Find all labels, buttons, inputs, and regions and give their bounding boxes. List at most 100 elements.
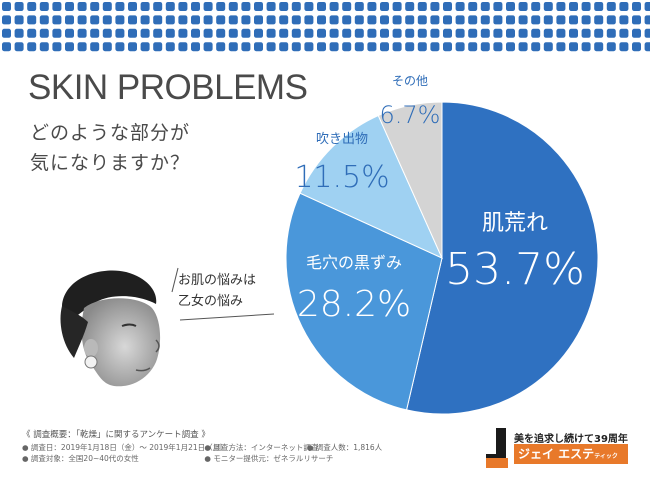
band-dot [581,28,591,38]
band-dot [304,15,314,25]
band-dot [102,42,112,52]
band-dot [39,42,49,52]
band-dot [329,15,339,25]
band-dot [102,2,112,11]
band-dot [241,42,251,52]
band-dot [354,28,364,38]
band-dot [203,2,213,11]
band-dot [128,2,137,11]
band-dot [569,15,578,25]
band-dot [279,28,289,38]
band-dot [140,2,150,11]
slice-value-label: 6.7% [380,101,441,129]
band-dot [392,42,402,52]
band-dot [531,2,541,11]
band-dot [203,15,213,25]
slice-value-label: 11.5% [294,160,389,195]
band-dot [153,28,163,38]
band-dot [317,2,326,11]
band-dot [191,15,200,25]
band-dot [392,2,402,11]
band-dot [216,42,226,52]
band-dot [392,15,402,25]
band-dot [102,28,112,38]
band-dot [518,28,528,38]
page-title: SKIN PROBLEMS [28,68,308,107]
band-dot [279,2,289,11]
band-dot [228,15,238,25]
band-dot [556,15,566,25]
band-dot [644,15,650,25]
band-dot [27,42,37,52]
band-dot [65,42,74,52]
band-dot [644,2,650,11]
band-dot [531,15,541,25]
band-dot [417,15,427,25]
band-dot [291,15,301,25]
band-dot [266,2,276,11]
band-dot [27,15,37,25]
band-dot [392,28,402,38]
band-dot [254,2,263,11]
band-dot [531,28,541,38]
band-dot [443,2,452,11]
slice-label: 毛穴の黒ずみ [306,253,402,272]
band-dot [140,42,150,52]
callout-line-1: お肌の悩みは [178,273,257,288]
band-dot [77,15,87,25]
band-dot [241,28,251,38]
band-dot [52,15,62,25]
band-dot [606,42,616,52]
band-dot [115,42,125,52]
band-dot [304,28,314,38]
band-dot [178,28,188,38]
survey-question: どのような部分が 気になりますか？ [30,118,190,178]
band-dot [468,42,478,52]
band-dot [619,15,629,25]
band-dot [569,2,578,11]
band-dot [65,28,74,38]
dot-pattern-band [2,2,650,52]
callout-line-2: 乙女の悩み [178,294,244,309]
band-dot [254,28,263,38]
survey-period: ● 調査日：2019年1月18日（金）～ 2019年1月21日（月） [22,443,228,452]
band-dot [594,42,604,52]
band-dot [329,2,339,11]
band-dot [178,15,188,25]
band-dot [65,15,74,25]
band-dot [115,15,125,25]
band-dot [354,2,364,11]
band-dot [304,42,314,52]
survey-summary: 《 調査概要：「乾燥」に関するアンケート調査 》 ● 調査日：2019年1月18… [22,430,382,464]
band-dot [581,15,591,25]
brand-logo: 美を追求し続けて39周年 ジェイ エステティック [484,428,634,470]
band-dot [52,2,62,11]
survey-heading: 《 調査概要：「乾燥」に関するアンケート調査 》 [22,430,210,440]
band-dot [39,2,49,11]
band-dot [543,28,553,38]
band-dot [115,2,125,11]
band-dot [632,42,641,52]
band-dot [543,15,553,25]
band-dot [468,15,478,25]
band-dot [543,42,553,52]
slice-label: 吹き出物 [316,132,368,147]
band-dot [342,42,352,52]
survey-provider: ● モニター提供元：ゼネラルリサーチ [204,454,334,463]
band-dot [65,2,74,11]
band-dot [354,42,364,52]
band-dot [417,2,427,11]
band-dot [518,2,528,11]
band-dot [455,15,465,25]
band-dot [27,28,37,38]
band-dot [405,15,415,25]
band-dot [405,2,415,11]
slice-value-label: 28.2% [297,284,411,325]
callout-bracket [171,267,275,321]
band-dot [354,15,364,25]
band-dot [531,42,541,52]
band-dot [203,42,213,52]
band-dot [216,15,226,25]
band-dot [128,28,137,38]
